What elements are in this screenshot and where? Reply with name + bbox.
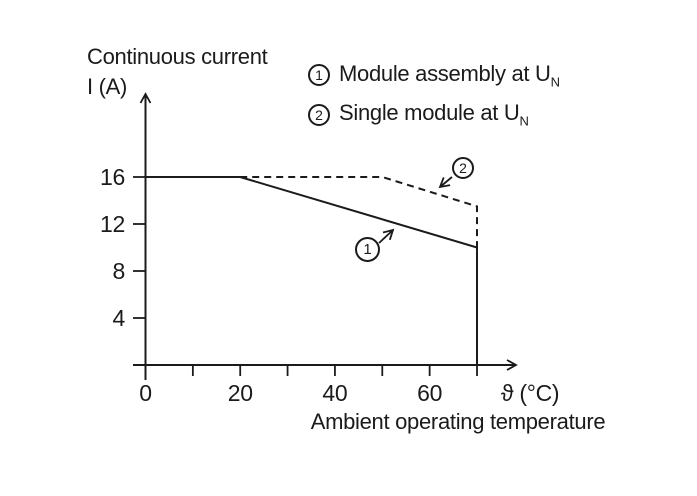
y-tick-label-16: 16	[100, 164, 125, 190]
y-tick-label-8: 8	[112, 258, 126, 284]
legend-item-module-assembly: 1 Module assembly at UN	[308, 61, 560, 89]
legend: 1 Module assembly at UN 2 Single module …	[308, 61, 560, 140]
y-axis-title: Continuous current I (A)	[87, 42, 268, 102]
x-tick-label-60: 60	[417, 380, 443, 406]
y-tick-label-12: 12	[100, 211, 125, 237]
legend-marker-1: 1	[308, 64, 330, 87]
tick-marks	[133, 176, 478, 376]
curve-annotation-2: 2	[452, 157, 474, 179]
series-line-1	[145, 176, 478, 365]
axes	[133, 92, 518, 380]
x-tick-label-40: 40	[322, 380, 348, 406]
data-series	[145, 176, 478, 365]
x-axis-caption: Ambient operating temperature	[310, 409, 606, 434]
legend-subscript-2: N	[519, 113, 529, 129]
y-axis-title-line2: I (A)	[87, 74, 128, 99]
y-axis-title-line1: Continuous current	[87, 44, 268, 69]
annotation-arrow-2	[438, 176, 453, 189]
x-tick-label-20: 20	[227, 380, 253, 406]
legend-item-single-module: 2 Single module at UN	[308, 100, 560, 129]
legend-marker-2: 2	[308, 103, 330, 126]
legend-label-2: Single module at UN	[339, 100, 529, 129]
legend-label-1: Module assembly at UN	[339, 61, 560, 90]
x-tick-label-0: 0	[139, 380, 152, 406]
legend-subscript-1: N	[550, 74, 560, 90]
x-axis-symbol: ϑ (°C)	[501, 380, 560, 406]
y-tick-label-4: 4	[112, 305, 126, 331]
curve-annotation-1: 1	[355, 237, 380, 262]
annotation-arrow-1	[378, 228, 395, 244]
annotation-arrows	[378, 176, 453, 244]
